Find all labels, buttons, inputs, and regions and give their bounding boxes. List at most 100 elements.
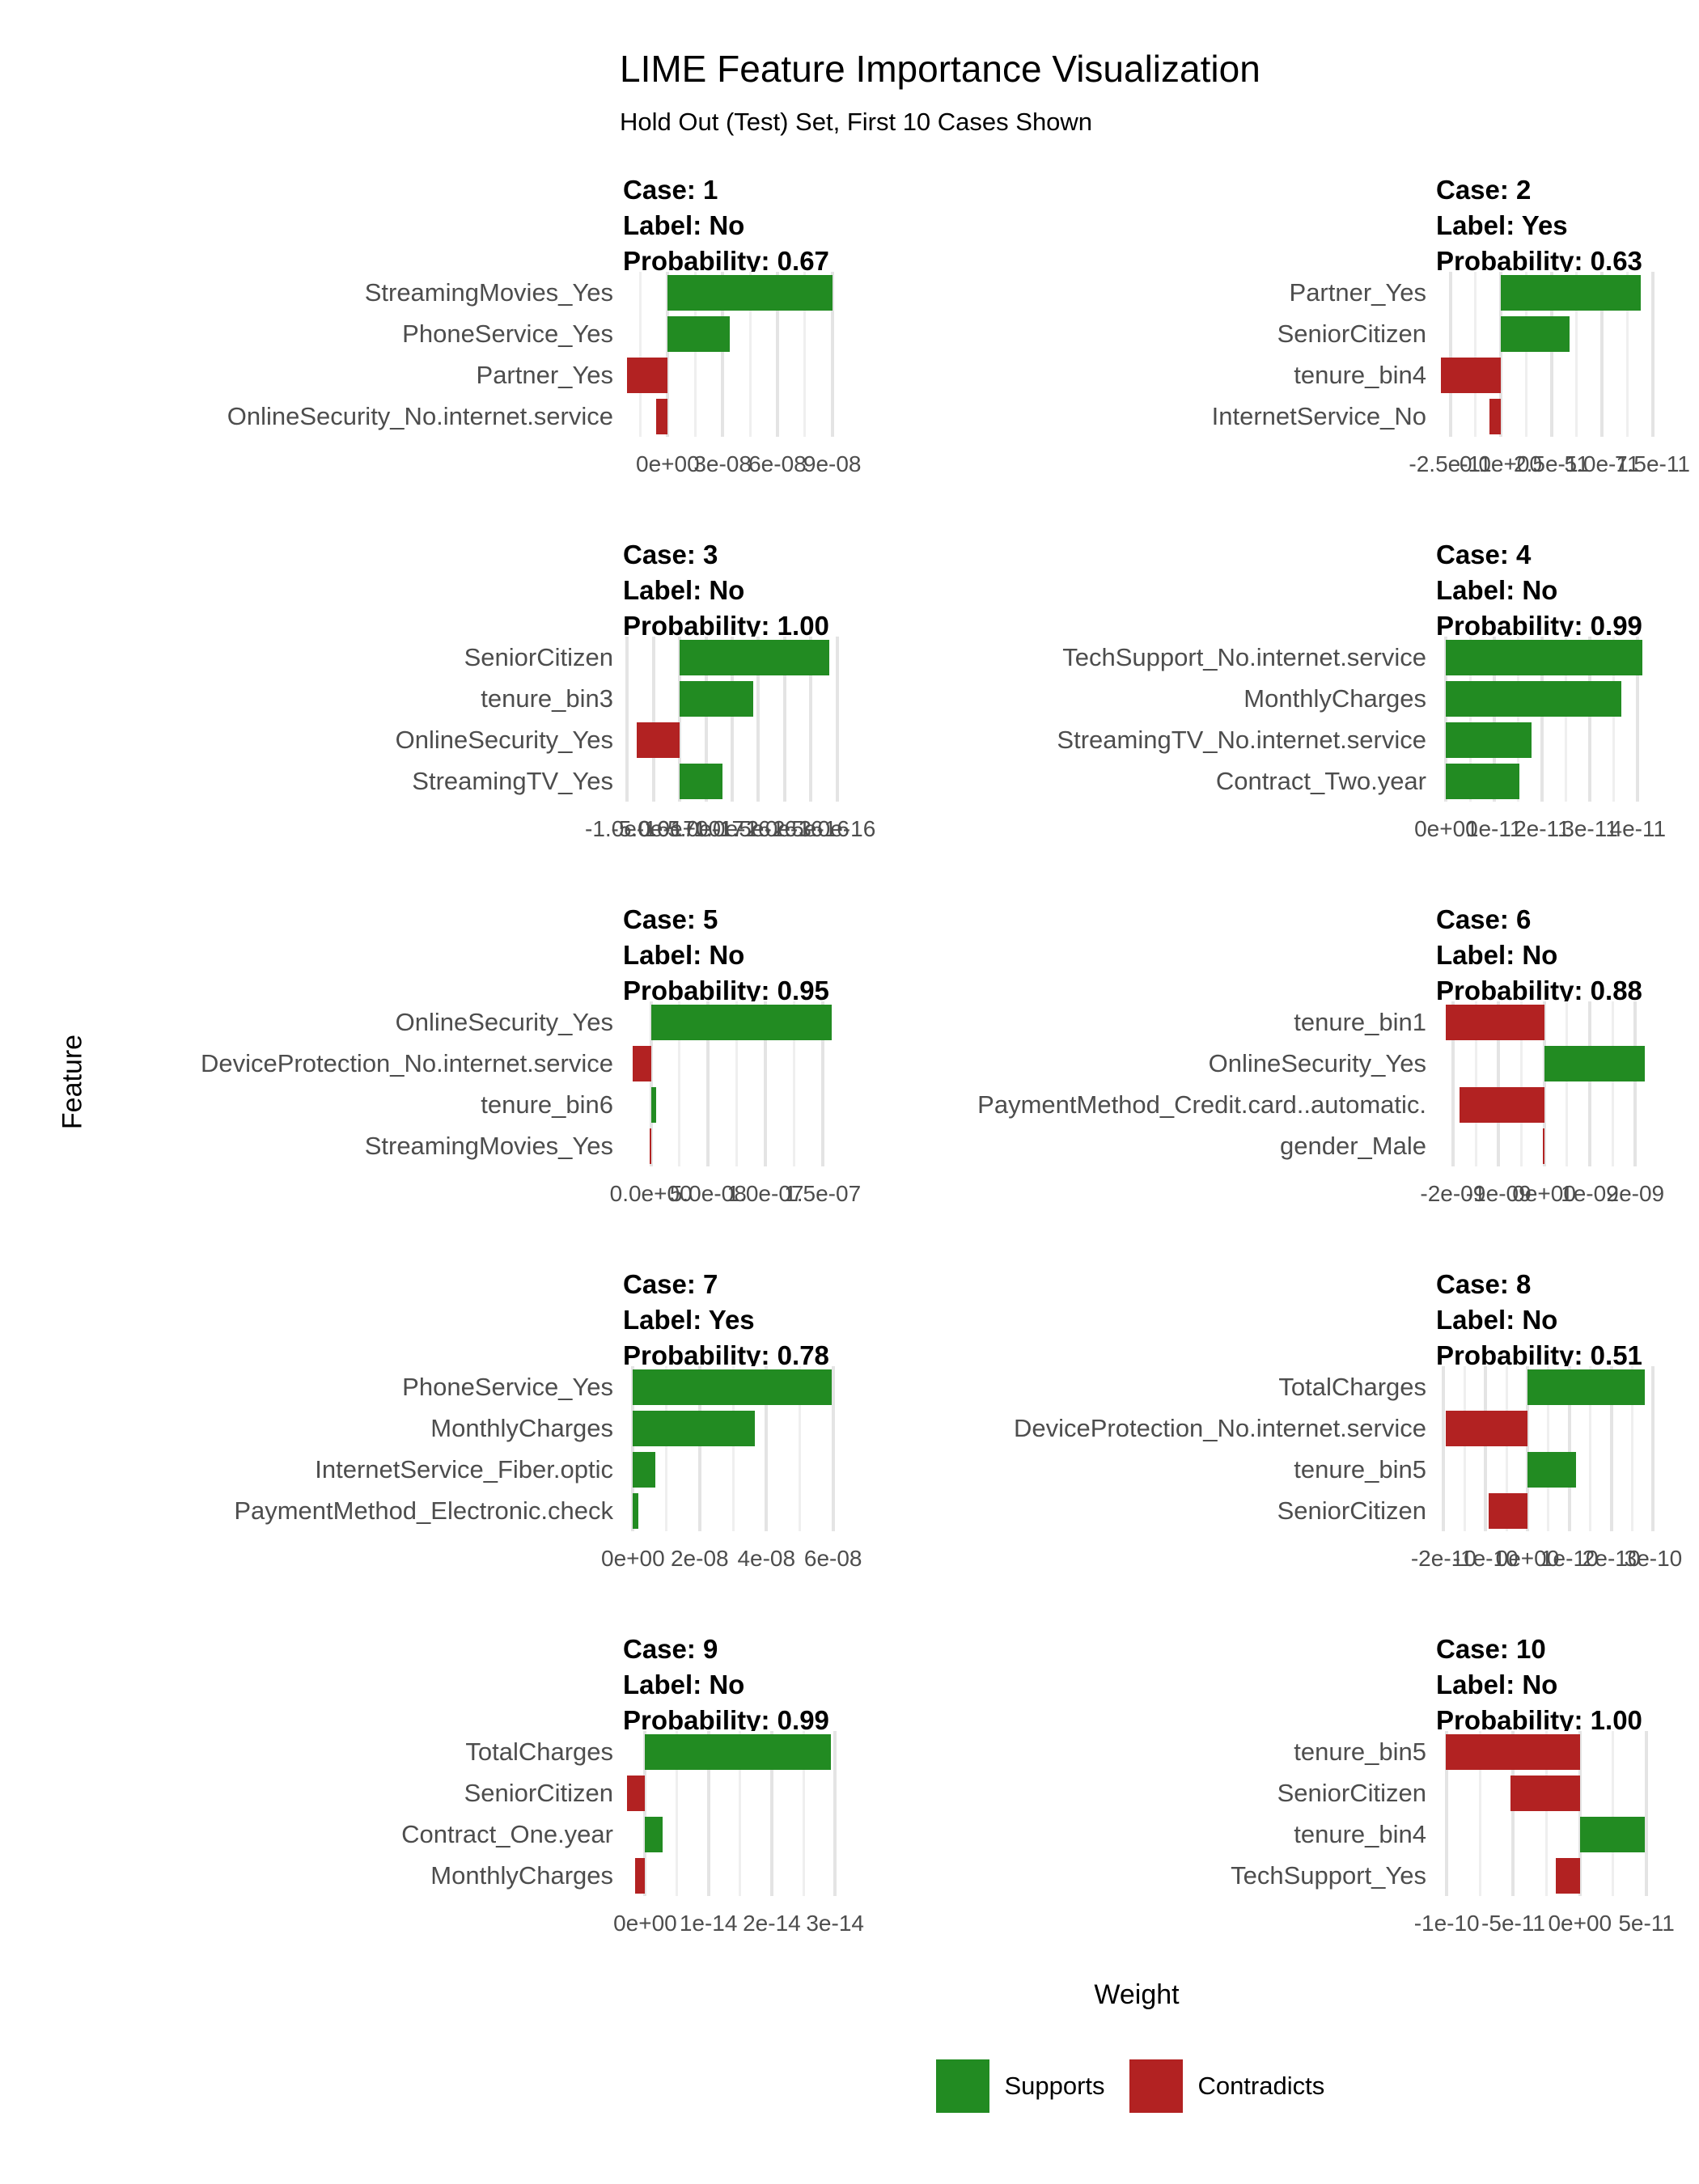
legend-swatch-contradicts [1129, 2059, 1183, 2113]
x-tick-label: 1e-11 [1465, 816, 1523, 841]
gridline-minor [1474, 272, 1477, 437]
bar-contradicts [656, 398, 668, 434]
bar-supports [1446, 680, 1621, 717]
x-tick-label: 4e-08 [737, 1546, 796, 1571]
feature-label: tenure_bin5 [1294, 1455, 1426, 1484]
feature-label: tenure_bin4 [1294, 1820, 1426, 1848]
plot-area [1436, 637, 1655, 802]
case-header: Case: 1 Label: No Probability: 0.67 [623, 172, 829, 279]
case-header: Case: 3 Label: No Probability: 1.00 [623, 537, 829, 644]
gridline-major [1448, 272, 1452, 437]
x-tick-label: 1e-10 [1540, 1546, 1599, 1571]
gridline-major [1497, 1001, 1501, 1166]
feature-label: StreamingTV_Yes [412, 767, 613, 795]
plot-area [623, 1001, 841, 1166]
gridline-minor [731, 1366, 735, 1531]
gridline-minor [693, 272, 697, 437]
x-tick-label: 2.5e-16 [772, 816, 850, 841]
x-tick-label: 3e-14 [806, 1911, 864, 1936]
gridline-major [835, 637, 839, 802]
gridline-major [1567, 1366, 1571, 1531]
gridline-major [1511, 1731, 1515, 1896]
case-header: Case: 5 Label: No Probability: 0.95 [623, 902, 829, 1009]
bar-supports [633, 1451, 656, 1488]
case-title: Case: 3 [623, 540, 718, 569]
case-probability: Probability: 1.00 [1436, 1705, 1642, 1735]
x-tick-label: 2e-14 [743, 1911, 801, 1936]
gridline-minor [1611, 1001, 1614, 1166]
x-tick-label: 0e+00 [1512, 1181, 1576, 1206]
feature-label: SeniorCitizen [1277, 1779, 1426, 1807]
bar-supports [1544, 1045, 1645, 1081]
gridline-minor [1566, 1001, 1569, 1166]
feature-label: DeviceProtection_No.internet.service [200, 1049, 613, 1077]
case-label-line: Label: Yes [1436, 210, 1568, 240]
case-title: Case: 2 [1436, 175, 1532, 205]
gridline-minor [665, 1366, 668, 1531]
bar-contradicts [1489, 398, 1501, 434]
gridline-major [1633, 1001, 1638, 1166]
bar-supports [645, 1816, 663, 1852]
feature-label: tenure_bin5 [1294, 1737, 1426, 1766]
gridline-minor [1516, 637, 1519, 802]
feature-label: TotalCharges [465, 1737, 613, 1766]
feature-label: SeniorCitizen [1277, 1496, 1426, 1525]
gridline-major [765, 1366, 769, 1531]
bar-supports [1527, 1451, 1576, 1488]
x-tick-label: 3e-11 [1561, 816, 1618, 841]
bar-supports [1446, 763, 1519, 799]
gridline-major [1650, 272, 1655, 437]
x-tick-label: -1e-10 [1413, 1911, 1480, 1936]
feature-label: Contract_Two.year [1215, 767, 1426, 795]
gridline-minor [1625, 272, 1629, 437]
bar-supports [633, 1492, 638, 1529]
bar-contradicts [627, 1775, 646, 1811]
gridline-minor [792, 1001, 795, 1166]
bar-contradicts [1556, 1857, 1580, 1894]
case-title: Case: 10 [1436, 1634, 1546, 1664]
gridline-minor [1545, 1731, 1549, 1896]
x-tick-label: 3e-08 [693, 451, 752, 476]
legend-label-supports: Supports [1004, 2072, 1105, 2100]
x-tick-label: 6e-08 [748, 451, 807, 476]
gridline-major [1442, 1366, 1446, 1531]
gridline-minor [1575, 272, 1578, 437]
feature-label: tenure_bin1 [1294, 1008, 1426, 1036]
case-title: Case: 1 [623, 175, 718, 205]
bar-contradicts [626, 357, 668, 393]
feature-label: SeniorCitizen [464, 643, 613, 671]
gridline-minor [1547, 1366, 1550, 1531]
bar-supports [1527, 1369, 1646, 1405]
gridline-major [769, 1731, 773, 1896]
case-label-line: Label: No [623, 1670, 745, 1699]
x-tick-label: 2.0e-16 [746, 816, 824, 841]
case-title: Case: 8 [1436, 1269, 1532, 1299]
x-tick-label: -1.0e-16 [585, 816, 670, 841]
case-probability: Probability: 0.99 [1436, 611, 1642, 641]
x-tick-label: 0e+00 [636, 451, 700, 476]
feature-label: TechSupport_Yes [1231, 1861, 1426, 1890]
x-tick-label: 1.5e-16 [719, 816, 797, 841]
bar-supports [1446, 722, 1532, 758]
feature-label: PaymentMethod_Credit.card..automatic. [977, 1090, 1426, 1119]
x-tick-label: 5e-11 [1618, 1911, 1675, 1936]
x-axis: 0e+00 2e-08 4e-08 6e-08 [601, 1546, 862, 1573]
feature-label: StreamingTV_No.internet.service [1057, 726, 1426, 754]
gridline-minor [1478, 1731, 1481, 1896]
case-title: Case: 9 [623, 1634, 718, 1664]
x-axis: -1.0e-16 -5.0e-17 0.0e+00 5.0e-17 1.0e-16 1.5… [585, 816, 875, 844]
x-tick-label: 7.5e-11 [1615, 451, 1690, 476]
x-tick-label: 1.0e-07 [727, 1181, 804, 1206]
feature-label: TechSupport_No.internet.service [1062, 643, 1426, 671]
x-axis: -1e-10 -5e-11 0e+00 5e-11 [1414, 1911, 1675, 1938]
bar-supports [1446, 639, 1643, 675]
gridline-minor [1612, 637, 1616, 802]
gridline-major [1549, 272, 1553, 437]
gridline-major [782, 637, 786, 802]
bar-contradicts [634, 1857, 646, 1894]
x-tick-label: 0.0e+00 [609, 1181, 693, 1206]
case-probability: Probability: 0.95 [623, 976, 829, 1005]
case-header: Case: 8 Label: No Probability: 0.51 [1436, 1267, 1642, 1373]
x-tick-label: 0e+00 [1495, 1546, 1560, 1571]
gridline-minor [1505, 1366, 1508, 1531]
